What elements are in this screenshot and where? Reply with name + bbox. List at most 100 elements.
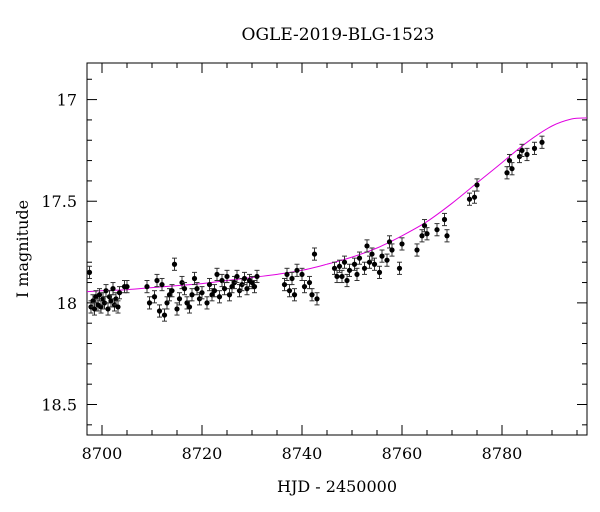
data-point — [509, 166, 515, 172]
data-point — [444, 233, 450, 239]
data-point — [331, 265, 338, 271]
data-point — [181, 286, 188, 292]
data-point — [176, 296, 183, 302]
data-point — [186, 304, 193, 310]
data-point — [101, 300, 108, 306]
data-points — [86, 135, 545, 322]
data-point — [466, 196, 473, 202]
data-point — [371, 261, 378, 267]
data-point — [531, 145, 538, 151]
data-point — [309, 292, 315, 298]
data-point — [254, 273, 260, 280]
data-point — [356, 255, 363, 261]
data-point — [341, 259, 348, 265]
data-point — [229, 284, 235, 290]
data-point — [206, 281, 213, 288]
data-point — [361, 265, 368, 271]
data-point — [251, 284, 258, 290]
data-point — [204, 300, 210, 306]
data-point — [474, 182, 480, 188]
data-point — [424, 231, 430, 237]
y-axis-label: I magnitude — [13, 200, 32, 298]
data-point — [299, 271, 305, 278]
data-point — [306, 279, 313, 286]
data-point — [334, 273, 340, 280]
data-point — [174, 306, 180, 312]
data-point — [241, 275, 248, 282]
data-point — [224, 273, 230, 280]
y-tick-label: 18.5 — [41, 396, 77, 415]
data-point — [171, 261, 178, 267]
data-point — [156, 308, 163, 314]
data-point — [96, 292, 103, 298]
data-point — [191, 275, 198, 282]
x-axis-label: HJD - 2450000 — [277, 477, 397, 496]
data-point — [90, 298, 96, 304]
y-tick-label: 17.5 — [41, 192, 77, 211]
data-point — [286, 288, 293, 294]
data-point — [154, 277, 160, 284]
data-point — [164, 300, 170, 306]
y-tick-label: 17 — [57, 91, 77, 110]
data-point — [226, 292, 233, 298]
data-point — [105, 306, 111, 312]
chart-title: OGLE-2019-BLG-1523 — [242, 25, 435, 45]
data-point — [161, 312, 168, 318]
x-tick-label: 8700 — [82, 444, 123, 463]
data-point — [209, 292, 215, 298]
data-point — [211, 288, 218, 294]
data-point — [159, 281, 165, 288]
data-point — [389, 247, 395, 253]
data-point — [399, 241, 405, 247]
data-point — [351, 261, 358, 267]
data-point — [369, 251, 375, 257]
data-point — [86, 269, 93, 275]
data-point — [216, 294, 223, 300]
data-point — [199, 290, 205, 296]
data-point — [169, 288, 175, 294]
data-point — [539, 139, 545, 145]
data-point — [184, 300, 190, 306]
data-point — [396, 265, 403, 271]
data-point — [244, 286, 250, 292]
x-tick-label: 8720 — [182, 444, 223, 463]
data-point — [91, 306, 98, 312]
data-point — [151, 294, 158, 300]
data-point — [108, 298, 114, 304]
x-tick-label: 8760 — [382, 444, 423, 463]
data-point — [364, 243, 370, 249]
data-point — [504, 170, 510, 176]
data-point — [98, 304, 104, 310]
data-point — [194, 286, 200, 292]
data-point — [110, 286, 116, 292]
data-point — [124, 284, 130, 290]
data-point — [249, 279, 255, 286]
data-point — [314, 296, 320, 302]
data-point — [421, 223, 428, 229]
data-point — [219, 277, 225, 284]
data-point — [116, 290, 123, 296]
data-point — [291, 292, 298, 298]
data-point — [189, 292, 195, 298]
data-point — [419, 233, 425, 239]
data-point — [441, 216, 448, 223]
plot-frame — [86, 62, 588, 436]
data-point — [311, 251, 318, 257]
x-tick-label: 8780 — [482, 444, 523, 463]
data-point — [166, 292, 173, 298]
data-point — [386, 239, 393, 245]
x-tick-label: 8740 — [282, 444, 323, 463]
data-point — [379, 253, 385, 259]
y-tick-label: 18 — [57, 294, 77, 313]
data-point — [434, 227, 440, 233]
data-point — [234, 273, 240, 280]
data-point — [366, 259, 373, 265]
data-point — [339, 273, 345, 280]
data-point — [346, 267, 353, 273]
data-point — [281, 281, 288, 288]
data-point — [414, 247, 420, 253]
data-point — [519, 147, 525, 154]
data-point — [471, 194, 478, 200]
data-point — [376, 269, 383, 275]
